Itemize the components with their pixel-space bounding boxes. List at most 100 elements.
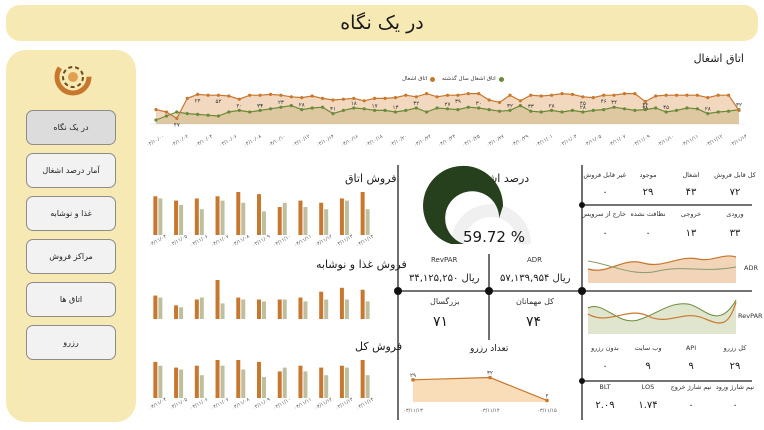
bar-last-year [158,297,163,319]
last-year-line-point [258,108,262,112]
current-data-label: ۴۶ [601,99,607,105]
x-tick-label: ۰۳/۱۱/۱۴ [480,408,500,414]
room_stats-label: غیر قابل فروش [583,171,626,179]
current-line-point [716,93,720,97]
bar-last-year [220,200,225,235]
bar-current [153,295,158,319]
last-year-line-point [602,108,606,112]
bar-current [236,192,241,235]
occupancy-rate-value: 59.72 % [463,228,525,246]
sidebar-item-rooms[interactable]: اتاق ها [26,282,116,317]
x-tick-label: ۰۳/۱۱/۱۳ [403,408,423,414]
last-year-line-point [456,108,460,112]
bar-last-year [324,209,329,235]
bar-last-year [179,307,184,319]
last-year-line-point [310,106,314,110]
bar-last-year [303,301,308,319]
bar-current [319,367,324,398]
booking_stats-label: کل رزرو [723,344,747,352]
sidebar-item-label: غذا و نوشابه [50,209,92,218]
sidebar-item-overview[interactable]: در یک نگاه [26,110,116,145]
current-data-label: ۴۷ [174,122,180,128]
sidebar-item-sales-centers[interactable]: مراکز فروش [26,239,116,274]
current-line-point [643,100,647,104]
total-sales-bar-chart: ۰۳/۱۱/۰۴ ۰۳/۱۱/۰۵ ۰۳/۱۱/۰۶ ۰۳/۱۱/۰۷ ۰۳/۱۱/۰۸… [148,360,375,412]
last-year-data-label: ۲۳ [278,100,284,106]
last-year-line-point [373,108,377,112]
bar-current [298,365,303,398]
bar-last-year [282,202,287,235]
room_stats-value: ۱۳ [685,228,697,239]
header-bar: در یک نگاه [6,5,758,41]
last-year-line-point [695,107,699,111]
last-year-line-point [591,108,595,112]
reservations-area [413,377,547,402]
sidebar-item-label: در یک نگاه [53,123,89,132]
room_stats-label: موجود [639,171,657,179]
bar-last-year [344,367,349,398]
last-year-line-point [196,112,200,116]
legend-last-year: اتاق اشغال سال گذشته [442,76,504,82]
reservations-point [545,398,549,403]
room-sales-bar-chart: ۰۳/۱۱/۰۴ ۰۳/۱۱/۰۵ ۰۳/۱۱/۰۶ ۰۳/۱۱/۰۷ ۰۳/۱۱/۰۸… [148,192,375,249]
last-year-line-point [404,108,408,112]
revpar-line [587,301,737,324]
room_stats-label: خروجی [680,210,702,218]
last-year-line-point [633,108,637,112]
sidebar-item-occupancy-stats[interactable]: آمار درصد اشغال [26,153,116,188]
room-sales-title: فروش اتاق [345,172,397,185]
bar-last-year [262,211,266,235]
bar-last-year [158,365,163,398]
revpar-mini-label: RevPAR [738,312,763,320]
current-line-point [508,93,512,97]
last-year-line-point [425,110,429,114]
sidebar-item-label: اتاق ها [59,295,83,304]
current-line-point [695,93,699,97]
last-year-data-label: ۳۲ [507,103,513,109]
guests-value: ۷۴ [526,314,542,330]
current-line-point [539,94,543,98]
current-line-point [289,95,293,99]
bar-current [174,305,179,319]
current-data-label: ۵۲ [216,99,222,105]
booking_stats-value: ۹ [645,361,651,372]
bar-current [257,361,261,398]
guests-label: کل مهمانان [516,297,554,306]
current-line-point [706,96,710,100]
bar-last-year [344,200,349,235]
room_stats-label: کل قابل فروش [714,171,756,179]
bar-last-year [199,297,204,319]
bar-last-year [220,303,225,319]
bar-current [277,207,282,235]
fb-sales-title: فروش غذا و نوشابه [316,258,407,271]
bar-current [298,297,303,319]
current-line-point [581,95,585,99]
bar-current [174,200,179,235]
bar-last-year [282,367,287,398]
last-year-line-point [289,104,293,108]
last-year-line-point [487,108,491,112]
bar-current [194,365,199,398]
adr-mini-label: ADR [744,264,758,272]
last-year-line-point [268,107,273,111]
bar-current [277,371,282,398]
last-year-line-point [414,106,418,110]
bar-current [339,365,344,398]
current-line-point [726,93,731,97]
bar-last-year [324,375,329,398]
current-line-point [175,116,179,120]
last-year-line-point [529,109,533,113]
last-year-line-point [674,108,679,112]
current-line-point [622,92,627,96]
last-year-line-point [331,112,335,116]
room_stats-label: خارج از سرویس [581,210,626,218]
legend-last-year-swatch [498,76,504,82]
bar-current [360,289,365,319]
adr-last-year-line [587,260,737,274]
current-line-point [216,93,221,97]
sidebar-item-reservations[interactable]: رزرو [26,325,116,360]
bar-last-year [262,377,266,398]
sidebar-item-food-beverage[interactable]: غذا و نوشابه [26,196,116,231]
reservations-area-chart: ۲۹ ۰۳/۱۱/۱۳ ۳۲ ۰۳/۱۱/۱۴ ۲ ۰۳/۱۱/۱۵ [403,371,557,414]
revpar-value: ریال ۳۴,۱۲۵,۲۵۰ [409,273,480,284]
